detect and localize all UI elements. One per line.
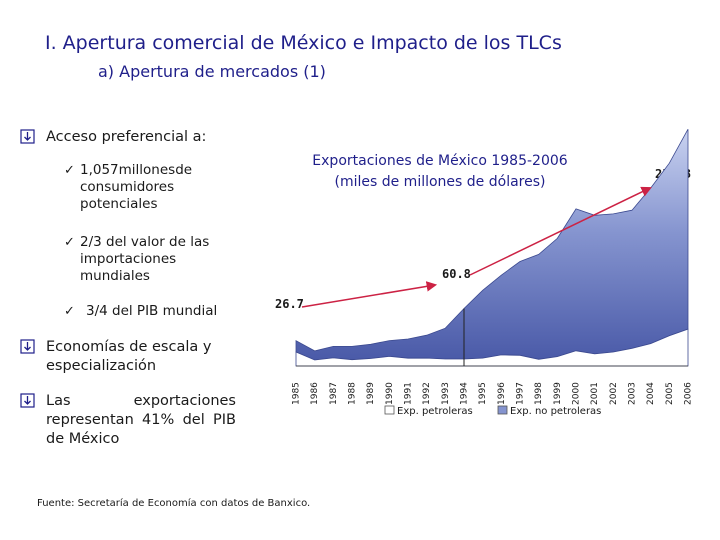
x-tick-label: 1989 bbox=[366, 382, 376, 405]
bullet-text: Las exportaciones representan 41% del PI… bbox=[46, 393, 236, 447]
legend-swatch-no-petroleras bbox=[497, 405, 508, 415]
x-tick-label: 1995 bbox=[478, 382, 488, 405]
series-area-no-petroleras bbox=[295, 129, 689, 361]
sub-bullet-consumidores: ✓ 1,057millonesde consumidores potencial… bbox=[64, 162, 230, 213]
chart-title-line2: (miles de millones de dólares) bbox=[334, 174, 546, 190]
bullet-economias: Economías de escala y especialización bbox=[20, 338, 246, 376]
check-mark-icon: ✓ bbox=[64, 304, 75, 319]
x-tick-label: 2003 bbox=[628, 382, 638, 405]
down-arrow-box-icon bbox=[20, 339, 35, 354]
sub-bullet-pib: ✓ 3/4 del PIB mundial bbox=[64, 303, 256, 320]
chart-title: Exportaciones de México 1985-2006 (miles… bbox=[282, 151, 598, 193]
x-tick-label: 1990 bbox=[385, 382, 395, 405]
page-subtitle: a) Apertura de mercados (1) bbox=[98, 62, 326, 81]
x-tick-label: 1987 bbox=[329, 382, 339, 405]
x-tick-label: 1997 bbox=[516, 382, 526, 405]
x-tick-label: 2006 bbox=[684, 382, 694, 405]
arrow-1994-to-2006 bbox=[469, 186, 652, 276]
down-arrow-box-icon bbox=[20, 393, 35, 408]
x-tick-label: 1986 bbox=[310, 382, 320, 405]
check-mark-icon: ✓ bbox=[64, 235, 75, 250]
annotation-1994: 60.8 bbox=[442, 267, 471, 281]
x-tick-label: 1988 bbox=[348, 382, 358, 405]
x-tick-label: 1999 bbox=[553, 382, 563, 405]
x-tick-label: 1991 bbox=[404, 382, 414, 405]
sub-bullet-text: 3/4 del PIB mundial bbox=[86, 303, 218, 319]
series-area-petroleras bbox=[295, 328, 689, 367]
bullet-acceso: Acceso preferencial a: bbox=[20, 128, 266, 147]
arrow-1985-to-1994 bbox=[301, 281, 438, 308]
legend-swatch-petroleras bbox=[384, 405, 395, 415]
sub-bullet-importaciones: ✓ 2/3 del valor de las importaciones mun… bbox=[64, 234, 245, 285]
x-tick-label: 1998 bbox=[534, 382, 544, 405]
sub-bullet-text: 2/3 del valor de las importaciones mundi… bbox=[80, 234, 210, 284]
x-tick-label: 2001 bbox=[590, 382, 600, 405]
legend-label-no-petroleras: Exp. no petroleras bbox=[510, 406, 601, 417]
sub-bullet-text: 1,057millonesde consumidores potenciales bbox=[80, 162, 193, 212]
x-tick-label: 2004 bbox=[646, 382, 656, 405]
check-mark-icon: ✓ bbox=[64, 163, 75, 178]
down-arrow-box-icon bbox=[20, 129, 35, 144]
x-tick-label: 2000 bbox=[572, 382, 582, 405]
legend-label-petroleras: Exp. petroleras bbox=[397, 406, 473, 417]
bullet-text: Acceso preferencial a: bbox=[46, 129, 207, 145]
bullet-text: Economías de escala y especialización bbox=[46, 339, 212, 374]
x-tick-label: 1994 bbox=[460, 382, 470, 405]
x-tick-label: 2002 bbox=[609, 382, 619, 405]
source-note: Fuente: Secretaría de Economía con datos… bbox=[37, 498, 311, 509]
bullet-exportaciones: Las exportaciones representan 41% del PI… bbox=[20, 392, 236, 449]
annotation-1985: 26.7 bbox=[275, 297, 304, 311]
x-tick-label: 1985 bbox=[292, 382, 302, 405]
page-title: I. Apertura comercial de México e Impact… bbox=[45, 32, 562, 54]
chart-title-line1: Exportaciones de México 1985-2006 bbox=[312, 153, 568, 169]
x-tick-label: 2005 bbox=[665, 382, 675, 405]
x-tick-label: 1992 bbox=[422, 382, 432, 405]
x-tick-label: 1996 bbox=[497, 382, 507, 405]
x-tick-label: 1993 bbox=[441, 382, 451, 405]
